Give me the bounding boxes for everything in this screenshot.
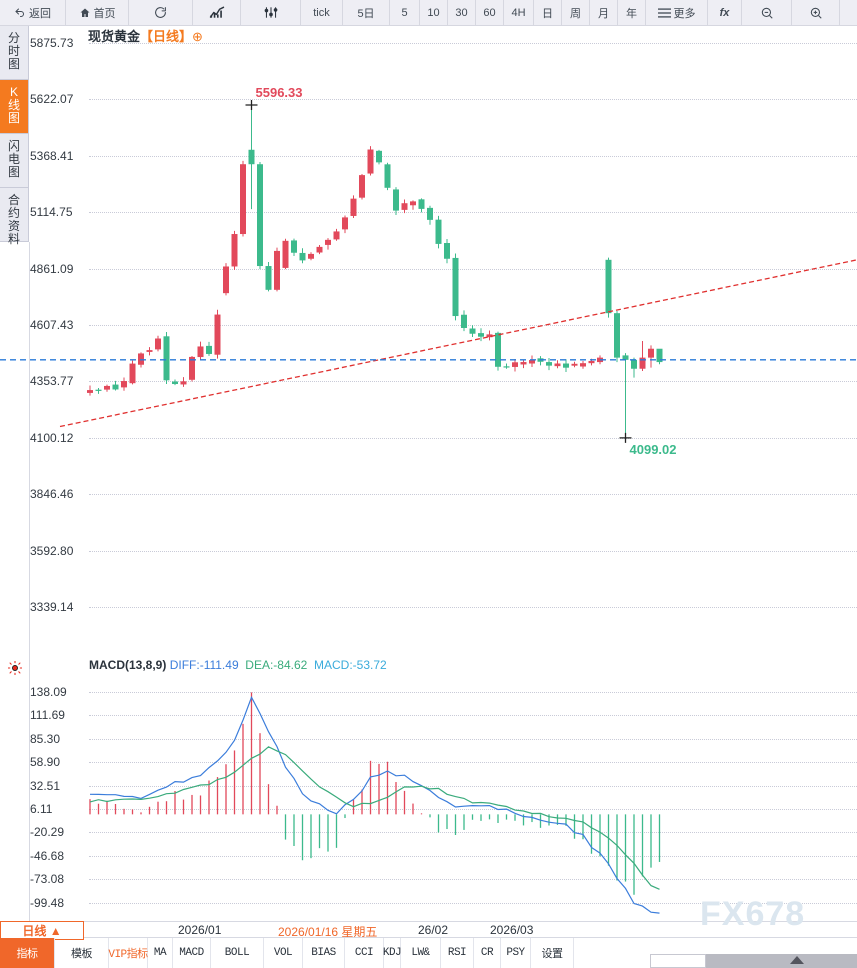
- svg-text:5596.33: 5596.33: [256, 85, 303, 100]
- svg-text:4099.02: 4099.02: [630, 442, 677, 457]
